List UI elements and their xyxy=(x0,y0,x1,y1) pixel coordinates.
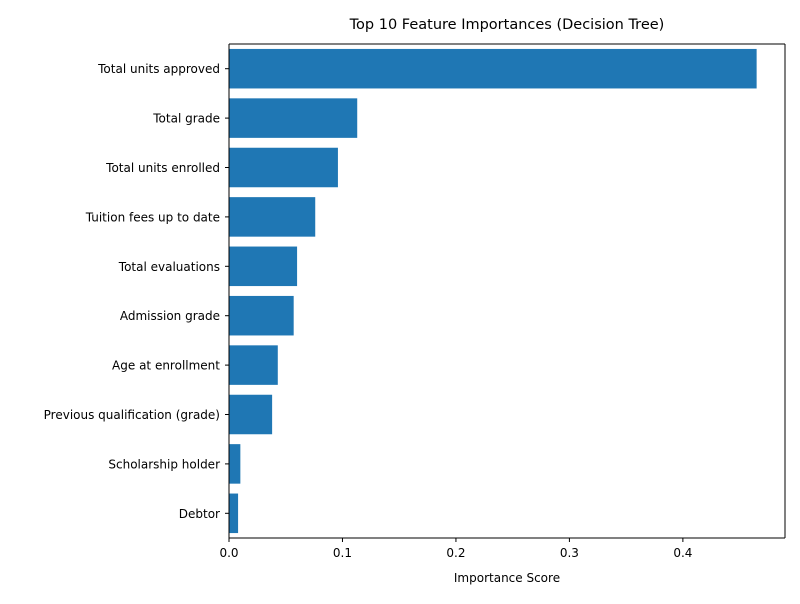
x-tick-label: 0.2 xyxy=(446,546,465,560)
bar-admission-grade xyxy=(229,295,294,336)
chart-title: Top 10 Feature Importances (Decision Tre… xyxy=(349,17,665,33)
bar-total-units-approved xyxy=(229,48,757,89)
bar-debtor xyxy=(229,493,239,534)
y-tick-label: Total grade xyxy=(152,112,220,126)
bars-group xyxy=(229,48,757,534)
bar-total-evaluations xyxy=(229,246,298,287)
x-axis-ticks: 0.0 0.1 0.2 0.3 0.4 xyxy=(219,538,692,560)
x-tick-label: 0.4 xyxy=(673,546,692,560)
x-tick-label: 0.0 xyxy=(219,546,238,560)
y-tick-label: Tuition fees up to date xyxy=(85,210,220,224)
bar-total-grade xyxy=(229,98,358,138)
x-tick-label: 0.3 xyxy=(560,546,579,560)
bar-scholarship-holder xyxy=(229,444,241,484)
y-tick-label: Total units approved xyxy=(97,62,220,76)
bar-previous-qualification-grade xyxy=(229,394,273,435)
bar-tuition-fees-up-to-date xyxy=(229,197,316,237)
x-tick-label: 0.1 xyxy=(333,546,352,560)
bar-age-at-enrollment xyxy=(229,345,278,385)
x-axis-title: Importance Score xyxy=(454,571,560,585)
bar-total-units-enrolled xyxy=(229,147,338,188)
y-tick-label: Previous qualification (grade) xyxy=(44,408,220,422)
y-tick-label: Debtor xyxy=(179,507,220,521)
y-axis-ticks: Total units approved Total grade Total uni… xyxy=(44,62,229,521)
plot-frame xyxy=(228,43,786,539)
y-tick-label: Total evaluations xyxy=(118,260,220,274)
y-tick-label: Total units enrolled xyxy=(105,161,220,175)
y-tick-label: Admission grade xyxy=(120,309,220,323)
y-tick-label: Age at enrollment xyxy=(112,359,220,373)
y-tick-label: Scholarship holder xyxy=(108,457,220,471)
